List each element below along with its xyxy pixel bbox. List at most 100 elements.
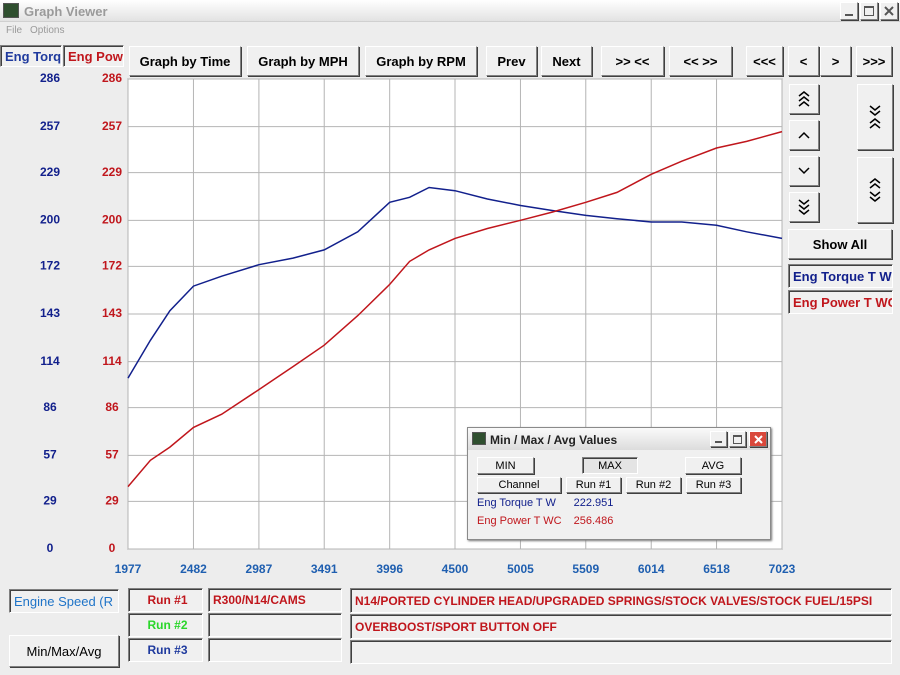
x-tick-label: 1977 xyxy=(115,562,142,576)
series-line xyxy=(127,186,783,379)
column-header[interactable]: Channel xyxy=(477,477,561,493)
run-name-empty xyxy=(208,613,342,637)
y-tick-label: 29 xyxy=(43,494,57,508)
y2-axis-header-text: Eng Power T WC xyxy=(68,48,123,64)
dialog-icon xyxy=(472,432,486,445)
min-max-avg-button[interactable]: Min/Max/Avg xyxy=(9,635,119,667)
chevron-up xyxy=(798,131,810,139)
y-tick-label: 57 xyxy=(43,448,57,462)
y-axis-header-text: Eng Torque T W xyxy=(5,48,62,64)
scroll-down-fast-button[interactable] xyxy=(789,192,819,222)
y2-tick-label: 286 xyxy=(102,71,122,85)
toolbar-button[interactable]: < xyxy=(788,46,819,76)
toolbar-button[interactable]: >> << xyxy=(601,46,664,76)
x-tick-label: 2987 xyxy=(246,562,273,576)
x-tick-label: 4500 xyxy=(442,562,469,576)
y-tick-label: 0 xyxy=(47,541,54,555)
dialog-maximize[interactable] xyxy=(729,431,746,447)
toolbar-button[interactable]: > xyxy=(820,46,851,76)
y-axis-header: Eng Torque T W xyxy=(0,45,62,67)
toolbar-button[interactable]: << >> xyxy=(669,46,732,76)
menu-item[interactable]: Options xyxy=(30,25,65,36)
dialog-minimize[interactable] xyxy=(710,431,727,447)
run-label: Run #1 xyxy=(128,588,203,612)
chevrons-up xyxy=(798,91,810,107)
x-tick-label: 5509 xyxy=(572,562,599,576)
y-tick-label: 114 xyxy=(40,354,60,368)
y-tick-label: 229 xyxy=(40,165,60,179)
zoom-out-button[interactable] xyxy=(857,157,893,223)
chevron-down xyxy=(798,167,810,175)
y-tick-label: 200 xyxy=(40,213,60,227)
x-tick-label: 5005 xyxy=(507,562,534,576)
channel-name: Eng Power T WC xyxy=(477,515,561,527)
y-tick-label: 86 xyxy=(43,400,57,414)
y-tick-label: 143 xyxy=(40,306,60,320)
toolbar-button[interactable]: Prev xyxy=(486,46,537,76)
run-name-empty xyxy=(208,638,342,662)
x-tick-label: 6014 xyxy=(638,562,665,576)
close-button[interactable] xyxy=(880,2,898,20)
run-label: Run #2 xyxy=(128,613,203,637)
max-button[interactable]: MAX xyxy=(582,457,638,474)
close-icon xyxy=(884,6,894,16)
show-all-button[interactable]: Show All xyxy=(788,229,892,259)
y2-tick-label: 229 xyxy=(102,165,122,179)
legend-entry: Eng Torque T W xyxy=(788,264,893,288)
chevrons-in xyxy=(869,105,881,129)
x-tick-label: 7023 xyxy=(769,562,796,576)
column-header[interactable]: Run #3 xyxy=(686,477,741,493)
x-tick-label: 3996 xyxy=(376,562,403,576)
app-icon xyxy=(3,3,19,18)
toolbar-button[interactable]: Graph by MPH xyxy=(247,46,359,76)
toolbar-button[interactable]: <<< xyxy=(746,46,783,76)
y2-axis-header: Eng Power T WC xyxy=(63,45,124,67)
series-line xyxy=(127,130,783,488)
x-tick-label: 6518 xyxy=(703,562,730,576)
x-tick-label: 2482 xyxy=(180,562,207,576)
y2-tick-label: 57 xyxy=(105,448,119,462)
y2-tick-label: 0 xyxy=(109,541,116,555)
run-note: OVERBOOST/SPORT BUTTON OFF xyxy=(350,614,892,639)
x-channel: Engine Speed (R xyxy=(9,589,119,613)
scroll-down-button[interactable] xyxy=(789,156,819,186)
dialog-title: Min / Max / Avg Values xyxy=(490,433,618,447)
window-title: Graph Viewer xyxy=(24,4,108,19)
run-label: Run #3 xyxy=(128,638,203,662)
y2-tick-label: 29 xyxy=(105,494,119,508)
dialog-close[interactable] xyxy=(749,431,767,447)
chevrons-down xyxy=(798,199,810,215)
y-tick-label: 286 xyxy=(40,71,60,85)
y2-tick-label: 143 xyxy=(102,306,122,320)
y2-tick-label: 86 xyxy=(105,400,119,414)
max-value: 222.951 xyxy=(573,497,614,509)
scroll-up-fast-button[interactable] xyxy=(789,84,819,114)
toolbar-button[interactable]: >>> xyxy=(856,46,892,76)
run-note-empty xyxy=(350,640,892,664)
column-header[interactable]: Run #2 xyxy=(626,477,681,493)
y2-tick-label: 200 xyxy=(102,213,122,227)
min-button[interactable]: MIN xyxy=(477,457,534,474)
maximize-button[interactable] xyxy=(860,2,878,20)
y2-tick-label: 114 xyxy=(102,354,122,368)
minimize-button[interactable] xyxy=(840,2,858,20)
avg-button[interactable]: AVG xyxy=(685,457,741,474)
y2-tick-label: 257 xyxy=(102,119,122,133)
scroll-up-button[interactable] xyxy=(789,120,819,150)
legend-entry: Eng Power T WC xyxy=(788,290,893,314)
menu-item[interactable]: File xyxy=(6,25,23,36)
run-name: R300/N14/CAMS xyxy=(208,588,342,612)
toolbar-button[interactable]: Graph by RPM xyxy=(365,46,477,76)
column-header[interactable]: Run #1 xyxy=(566,477,621,493)
toolbar-button[interactable]: Next xyxy=(541,46,592,76)
y-tick-label: 257 xyxy=(40,119,60,133)
max-value: 256.486 xyxy=(573,515,614,527)
toolbar-button[interactable]: Graph by Time xyxy=(129,46,241,76)
dialog-title-bar: Min / Max / Avg Values xyxy=(468,428,770,450)
channel-name: Eng Torque T W xyxy=(477,497,556,509)
y2-tick-label: 172 xyxy=(102,259,122,273)
zoom-in-button[interactable] xyxy=(857,84,893,150)
x-tick-label: 3491 xyxy=(311,562,338,576)
